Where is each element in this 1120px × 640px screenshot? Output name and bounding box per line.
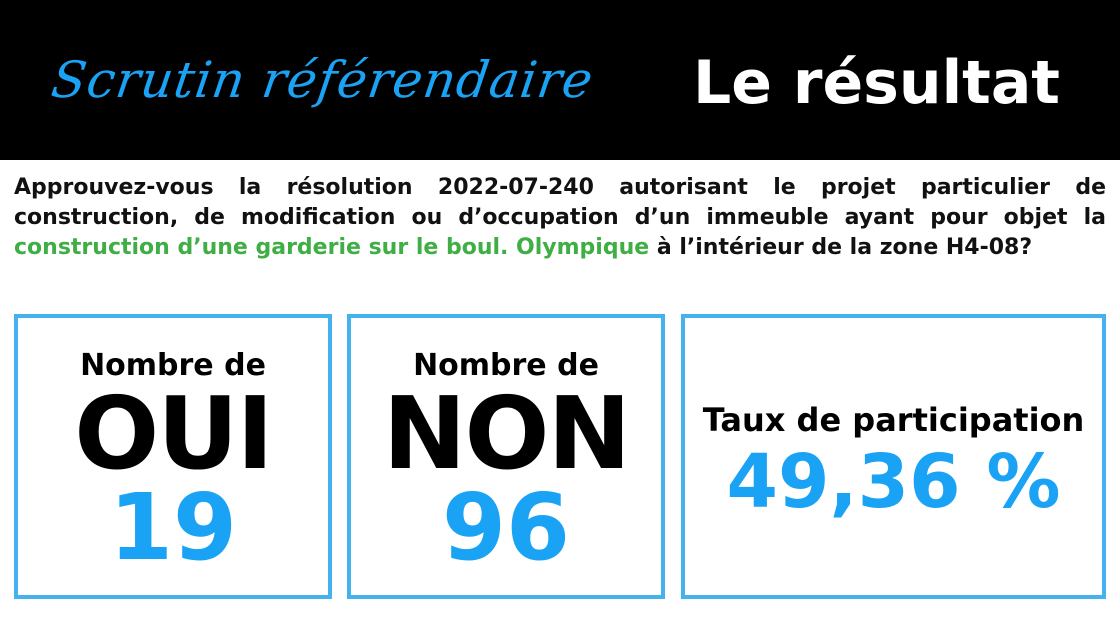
- script-title: Scrutin référendaire: [47, 51, 598, 109]
- non-word: NON: [382, 375, 631, 492]
- result-title: Le résultat: [693, 48, 1060, 118]
- header-banner: Scrutin référendaire Le résultat: [0, 0, 1120, 160]
- participation-rate: 49,36 %: [726, 439, 1061, 525]
- question-text-end: à l’intérieur de la zone H4-08?: [649, 235, 1033, 260]
- oui-card-label: Nombre de: [80, 348, 266, 383]
- oui-word: OUI: [74, 375, 273, 492]
- question-highlight: construction d’une garderie sur le boul.…: [14, 235, 650, 260]
- participation-label: Taux de participation: [702, 401, 1085, 439]
- non-card-label: Nombre de: [413, 348, 599, 383]
- referendum-question: Approuvez-vous la résolution 2022-07-240…: [14, 173, 1106, 263]
- oui-count: 19: [108, 474, 238, 581]
- non-result-card: Nombre de NON 96: [347, 314, 665, 599]
- oui-result-card: Nombre de OUI 19: [14, 314, 332, 599]
- question-text-start: Approuvez-vous la résolution 2022-07-240…: [14, 175, 1106, 230]
- participation-card: Taux de participation 49,36 %: [681, 314, 1106, 599]
- non-count: 96: [441, 474, 571, 581]
